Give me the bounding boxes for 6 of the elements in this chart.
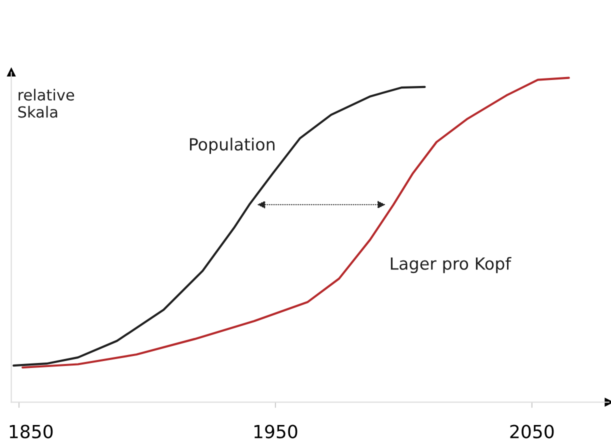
x-tick-label: 2050 [510,424,554,438]
series-label: Population [190,138,274,154]
y-axis-title: relative Skala [18,88,74,118]
x-tick-label: 1850 [10,424,53,438]
x-tick-label: 1950 [254,424,298,438]
series-label: Lager pro Kopf [390,256,512,274]
